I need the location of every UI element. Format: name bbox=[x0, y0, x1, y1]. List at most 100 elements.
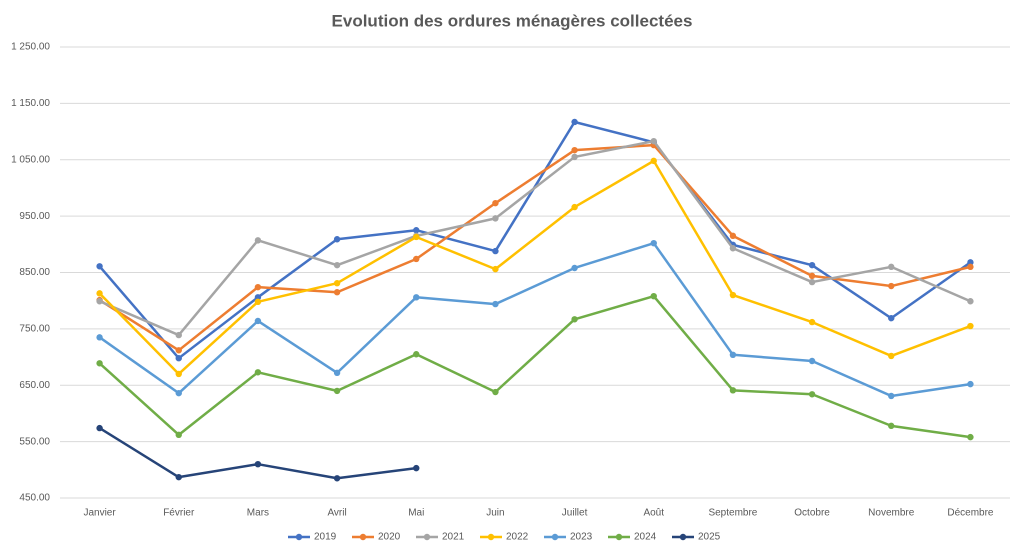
data-point bbox=[333, 475, 341, 482]
data-point bbox=[808, 272, 816, 280]
data-point bbox=[571, 118, 578, 126]
x-tick-label: Juillet bbox=[562, 508, 588, 519]
data-point bbox=[729, 245, 737, 252]
data-point bbox=[888, 282, 895, 290]
data-point bbox=[492, 215, 499, 222]
series-line bbox=[99, 139, 971, 337]
y-tick-label: 1 250.00 bbox=[11, 42, 50, 53]
data-point bbox=[492, 199, 499, 207]
data-point bbox=[96, 360, 103, 367]
x-tick-label: Janvier bbox=[83, 508, 116, 519]
data-point bbox=[413, 351, 420, 358]
data-point bbox=[808, 391, 816, 398]
x-tick-label: Septembre bbox=[708, 508, 757, 519]
data-point bbox=[254, 369, 262, 376]
data-point bbox=[492, 247, 499, 255]
x-tick-label: Octobre bbox=[794, 508, 830, 519]
data-point bbox=[571, 316, 578, 323]
data-point bbox=[254, 294, 262, 301]
x-tick-label: Février bbox=[163, 508, 195, 519]
data-point bbox=[96, 290, 103, 297]
data-point bbox=[333, 289, 341, 296]
data-point bbox=[729, 387, 737, 394]
legend-label: 2025 bbox=[698, 532, 721, 543]
data-point bbox=[254, 317, 262, 325]
data-point bbox=[413, 255, 420, 263]
data-point bbox=[808, 318, 816, 326]
data-point bbox=[571, 146, 578, 154]
data-point bbox=[175, 473, 182, 481]
data-point bbox=[254, 298, 262, 306]
data-point bbox=[967, 322, 974, 330]
legend-marker bbox=[679, 533, 687, 541]
x-tick-label: Novembre bbox=[868, 508, 915, 519]
data-point bbox=[175, 331, 182, 339]
data-point bbox=[808, 357, 816, 365]
data-point bbox=[729, 232, 737, 240]
series-line bbox=[98, 294, 971, 439]
x-tick-label: Mars bbox=[247, 508, 269, 519]
data-point bbox=[888, 352, 895, 360]
data-point bbox=[967, 263, 974, 271]
series-line bbox=[98, 143, 971, 352]
data-point bbox=[96, 263, 103, 270]
data-point bbox=[650, 157, 657, 165]
data-point bbox=[492, 388, 499, 396]
data-point bbox=[729, 351, 737, 359]
legend-marker bbox=[359, 533, 367, 541]
legend-label: 2019 bbox=[314, 532, 337, 543]
legend-marker bbox=[295, 533, 303, 541]
data-point bbox=[888, 314, 895, 322]
data-point bbox=[96, 334, 103, 341]
legend-marker bbox=[487, 533, 495, 541]
data-point bbox=[967, 433, 974, 441]
data-point bbox=[254, 460, 262, 468]
chart-title: Evolution des ordures ménagères collecté… bbox=[332, 11, 693, 30]
data-point bbox=[175, 389, 182, 397]
legend-label: 2023 bbox=[570, 532, 593, 543]
data-point bbox=[254, 283, 262, 291]
data-point bbox=[967, 259, 974, 266]
data-point bbox=[492, 300, 499, 308]
y-tick-label: 850.00 bbox=[19, 267, 50, 278]
legend-label: 2020 bbox=[378, 532, 401, 543]
data-point bbox=[413, 227, 420, 234]
data-point bbox=[333, 369, 341, 377]
data-point bbox=[175, 354, 182, 362]
y-tick-label: 1 150.00 bbox=[11, 98, 50, 109]
x-tick-label: Août bbox=[643, 508, 664, 519]
legend-marker bbox=[551, 533, 559, 541]
data-point bbox=[175, 431, 182, 439]
data-point bbox=[333, 280, 341, 287]
legend-marker bbox=[423, 533, 431, 541]
legend-label: 2024 bbox=[634, 532, 657, 543]
y-tick-label: 550.00 bbox=[19, 436, 50, 447]
data-point bbox=[254, 237, 262, 244]
data-point bbox=[650, 292, 657, 300]
y-tick-label: 650.00 bbox=[19, 380, 50, 391]
series-line bbox=[98, 159, 971, 376]
data-point bbox=[333, 236, 341, 243]
data-point bbox=[175, 370, 182, 378]
data-point bbox=[571, 153, 578, 161]
legend-marker bbox=[615, 533, 623, 541]
x-tick-label: Décembre bbox=[947, 508, 994, 519]
data-point bbox=[888, 392, 895, 400]
data-point bbox=[333, 387, 341, 395]
data-point bbox=[96, 298, 103, 305]
data-point bbox=[96, 424, 103, 432]
legend-label: 2021 bbox=[442, 532, 465, 543]
data-point bbox=[808, 261, 816, 269]
data-point bbox=[413, 464, 420, 472]
data-point bbox=[413, 233, 420, 241]
data-point bbox=[650, 137, 657, 145]
y-tick-label: 450.00 bbox=[19, 493, 50, 504]
data-point bbox=[175, 347, 182, 354]
series-line bbox=[98, 241, 971, 398]
legend-label: 2022 bbox=[506, 532, 529, 543]
y-tick-label: 1 050.00 bbox=[11, 154, 50, 165]
data-point bbox=[571, 264, 578, 272]
data-point bbox=[888, 263, 895, 271]
